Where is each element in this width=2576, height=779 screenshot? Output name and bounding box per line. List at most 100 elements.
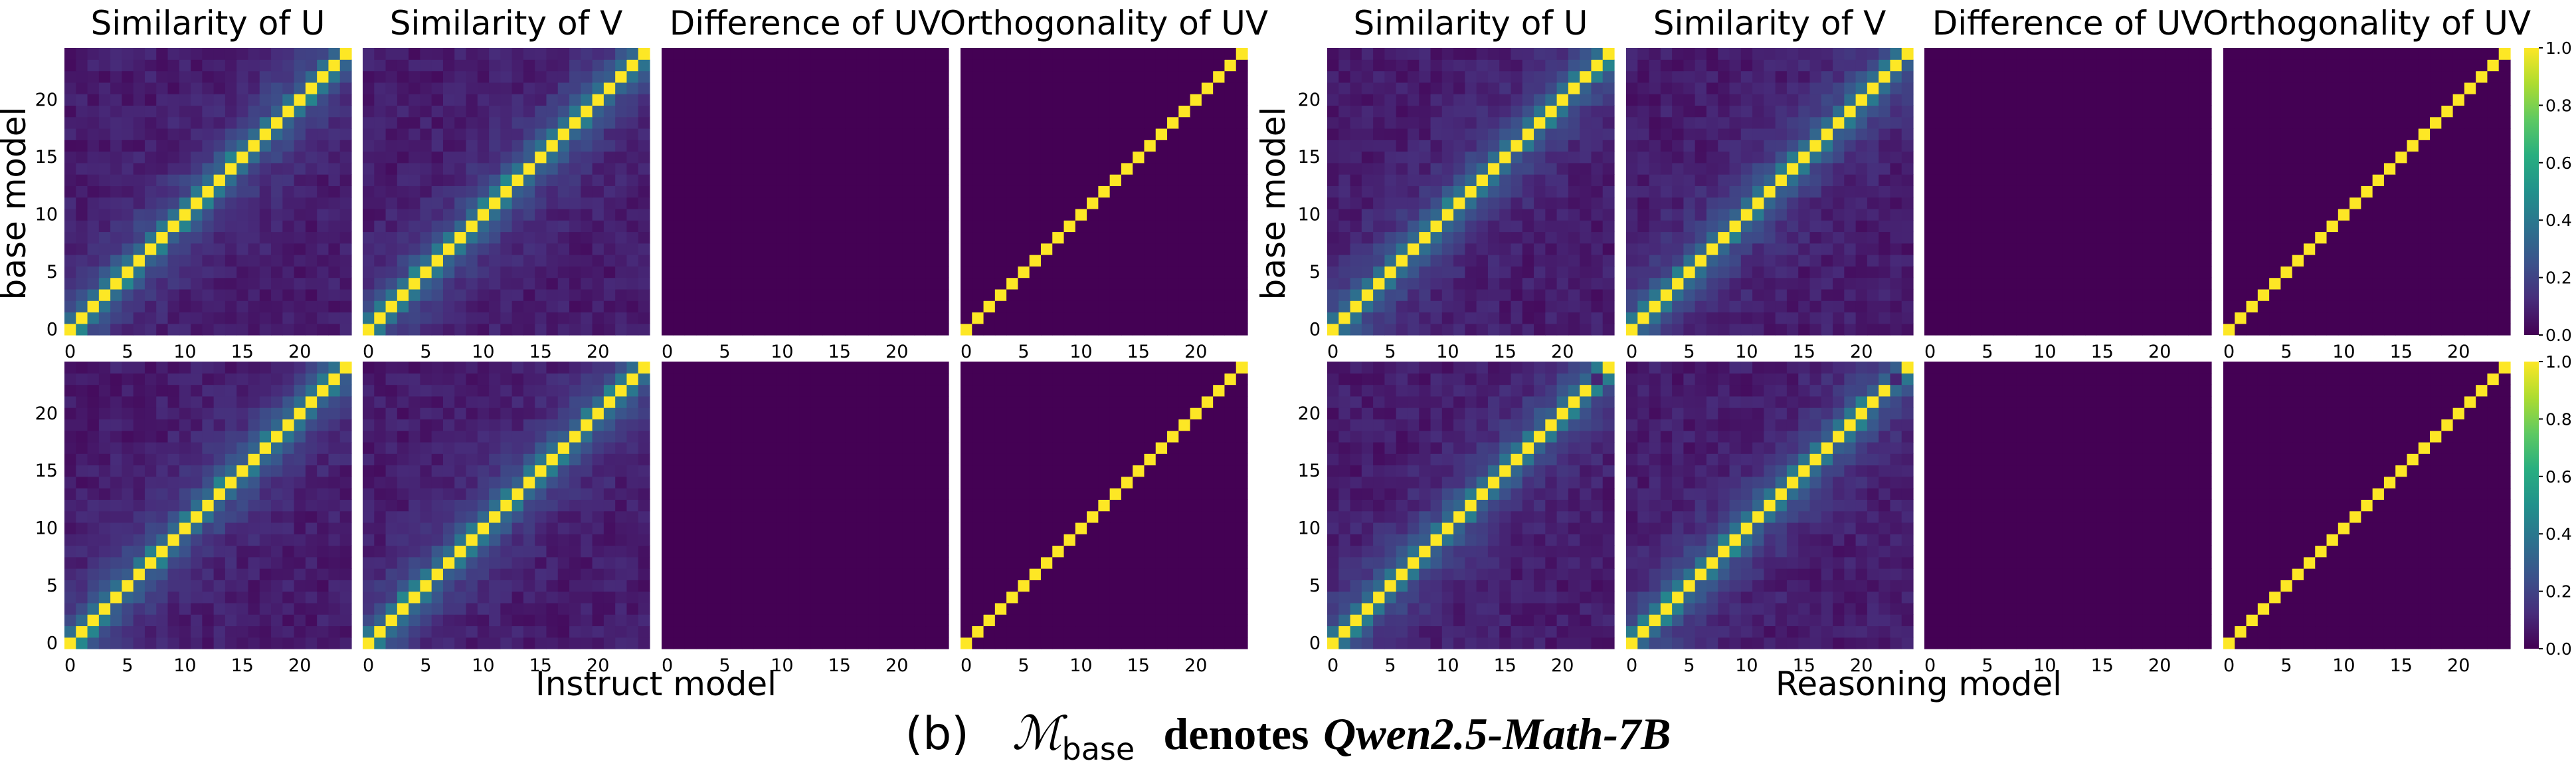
heatmap-cell	[122, 288, 134, 301]
heatmap-cell	[1155, 476, 1168, 489]
heatmap-cell	[110, 231, 122, 244]
heatmap-cell	[741, 70, 754, 83]
heatmap-cell	[822, 277, 834, 290]
heatmap-cell	[466, 488, 478, 500]
heatmap-cell	[363, 140, 375, 152]
heatmap-cell	[638, 266, 650, 278]
heatmap-cell	[477, 128, 490, 140]
heatmap-cell	[431, 488, 444, 500]
heatmap-cell	[868, 580, 880, 592]
heatmap-cell	[592, 255, 604, 267]
heatmap-cell	[1190, 140, 1202, 152]
heatmap-cell	[271, 373, 283, 386]
heatmap-cell	[707, 614, 719, 627]
heatmap-cell	[213, 556, 226, 569]
heatmap-cell	[454, 556, 467, 569]
heatmap-cell	[179, 362, 191, 374]
heatmap-cell	[1040, 140, 1053, 152]
heatmap-cell	[810, 151, 823, 164]
heatmap-cell	[891, 476, 903, 489]
heatmap-cell	[662, 580, 674, 592]
heatmap-cell	[1098, 637, 1111, 649]
heatmap-cell	[397, 116, 409, 129]
heatmap-cell	[638, 625, 650, 638]
heatmap-cell	[409, 162, 420, 175]
heatmap-cell	[1178, 602, 1191, 615]
heatmap-cell	[1040, 82, 1053, 94]
heatmap-cell	[603, 476, 616, 489]
heatmap-cell	[339, 255, 352, 267]
heatmap-cell	[684, 430, 697, 443]
heatmap-cell	[225, 70, 237, 83]
heatmap-cell	[1155, 591, 1168, 604]
heatmap-cell	[87, 220, 100, 233]
heatmap-cell	[638, 465, 650, 477]
heatmap-cell	[1018, 591, 1030, 604]
heatmap-cell	[500, 82, 513, 94]
heatmap-cell	[110, 151, 122, 164]
heatmap-cell	[753, 499, 766, 512]
heatmap-cell	[615, 545, 628, 558]
heatmap-cell	[925, 243, 938, 255]
heatmap-cell	[845, 300, 858, 313]
heatmap-cell	[914, 499, 927, 512]
heatmap-cell	[1190, 59, 1202, 72]
heatmap-cell	[1167, 323, 1179, 336]
heatmap-cell	[673, 208, 686, 221]
heatmap-cell	[294, 151, 306, 164]
heatmap-cell	[1029, 419, 1042, 431]
heatmap-cell	[76, 70, 88, 83]
heatmap-cell	[626, 625, 639, 638]
heatmap-cell	[1075, 625, 1087, 638]
heatmap-cell	[765, 637, 777, 649]
heatmap-cell	[1201, 94, 1214, 106]
heatmap-cell	[1155, 499, 1168, 512]
heatmap-cell	[546, 59, 559, 72]
heatmap-cell	[914, 162, 927, 175]
heatmap-cell	[397, 522, 409, 534]
heatmap-cell	[615, 231, 628, 244]
heatmap-cell	[891, 288, 903, 301]
heatmap-cell	[615, 174, 628, 186]
heatmap-cell	[673, 499, 686, 512]
heatmap-cell	[271, 266, 283, 278]
heatmap-cell	[557, 231, 570, 244]
heatmap-cell	[994, 243, 1007, 255]
heatmap-cell	[1040, 488, 1053, 500]
heatmap-cell	[719, 614, 731, 627]
heatmap-cell	[1224, 407, 1237, 419]
heatmap-cell	[213, 300, 226, 313]
heatmap-cell	[1190, 556, 1202, 569]
heatmap-cell	[753, 185, 766, 198]
heatmap-cell	[294, 59, 306, 72]
heatmap-cell	[1075, 197, 1087, 209]
heatmap-cell	[317, 94, 329, 106]
heatmap-cell	[363, 362, 375, 374]
heatmap-cell	[1098, 625, 1111, 638]
heatmap-cell	[156, 243, 169, 255]
heatmap-cell	[179, 395, 191, 408]
heatmap-cell	[339, 128, 352, 140]
heatmap-cell	[879, 476, 892, 489]
heatmap-cell	[1190, 545, 1202, 558]
heatmap-cell	[684, 231, 697, 244]
heatmap-cell	[569, 266, 581, 278]
heatmap-cell	[523, 534, 535, 546]
heatmap-cell	[420, 499, 432, 512]
heatmap-cell	[122, 255, 134, 267]
heatmap-cell	[1190, 602, 1202, 615]
heatmap-cell	[1144, 625, 1156, 638]
heatmap-cell	[799, 395, 812, 408]
heatmap-cell	[822, 323, 834, 336]
heatmap-cell	[1121, 82, 1133, 94]
heatmap-cell	[902, 384, 915, 397]
heatmap-cell	[167, 419, 180, 431]
heatmap-cell	[535, 384, 547, 397]
heatmap-cell	[397, 174, 409, 186]
heatmap-cell	[695, 197, 708, 209]
heatmap-cell	[776, 48, 788, 60]
heatmap-cell	[626, 231, 639, 244]
heatmap-cell	[902, 128, 915, 140]
heatmap-cell	[615, 140, 628, 152]
heatmap-cell	[730, 288, 743, 301]
